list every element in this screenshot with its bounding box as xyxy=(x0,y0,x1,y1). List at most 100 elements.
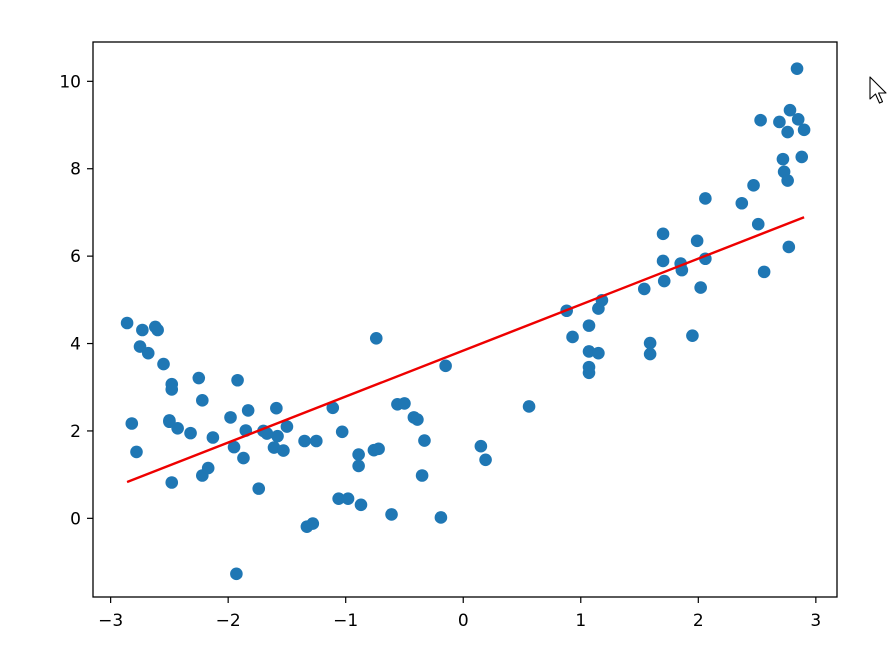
data-point-92 xyxy=(781,125,794,139)
data-point-4 xyxy=(136,323,149,337)
data-point-67 xyxy=(582,360,596,374)
data-point-14 xyxy=(171,422,184,435)
data-point-33 xyxy=(271,429,284,443)
y-tick-label: 6 xyxy=(70,247,81,267)
data-point-48 xyxy=(369,331,383,345)
data-point-19 xyxy=(201,461,215,475)
data-point-61 xyxy=(522,400,536,413)
data-point-1 xyxy=(125,417,139,430)
data-point-56 xyxy=(418,434,431,447)
x-tick-label: −3 xyxy=(98,611,123,631)
x-tick-label: 2 xyxy=(693,611,704,631)
data-point-35 xyxy=(280,420,294,433)
data-point-85 xyxy=(747,179,760,192)
x-tick-label: 3 xyxy=(810,611,821,631)
data-point-16 xyxy=(192,371,206,385)
plot-area xyxy=(120,62,811,581)
data-point-28 xyxy=(252,482,266,495)
data-point-81 xyxy=(694,281,707,294)
data-point-95 xyxy=(783,103,797,117)
data-point-27 xyxy=(241,404,255,417)
data-point-59 xyxy=(474,439,488,453)
data-point-44 xyxy=(352,448,365,461)
data-point-50 xyxy=(385,508,398,521)
data-point-79 xyxy=(686,329,699,342)
y-tick-label: 8 xyxy=(70,160,81,180)
data-point-38 xyxy=(306,517,320,530)
data-point-86 xyxy=(751,217,765,231)
data-point-98 xyxy=(795,150,809,164)
y-tick-label: 0 xyxy=(70,509,81,529)
data-point-84 xyxy=(735,196,749,210)
data-point-88 xyxy=(757,265,771,279)
data-point-72 xyxy=(643,336,657,350)
data-point-34 xyxy=(277,444,290,457)
y-axis: 0 2 4 6 8 10 xyxy=(59,72,93,529)
data-point-73 xyxy=(643,347,657,361)
y-tick-label: 2 xyxy=(70,422,81,442)
data-point-32 xyxy=(270,401,283,415)
data-point-93 xyxy=(781,174,794,187)
data-point-0 xyxy=(120,316,134,330)
data-point-89 xyxy=(773,115,786,129)
axes-frame xyxy=(92,41,838,598)
data-point-55 xyxy=(415,469,429,482)
data-point-15 xyxy=(184,426,197,440)
data-point-96 xyxy=(790,62,804,75)
data-point-76 xyxy=(657,274,671,288)
data-point-24 xyxy=(231,373,244,387)
data-point-5 xyxy=(141,346,155,360)
data-point-7 xyxy=(151,323,164,337)
data-point-39 xyxy=(310,434,323,448)
data-point-20 xyxy=(206,431,220,444)
data-point-49 xyxy=(372,442,385,456)
data-point-82 xyxy=(699,192,712,205)
data-point-2 xyxy=(130,445,143,459)
data-point-71 xyxy=(637,282,651,296)
data-point-94 xyxy=(782,240,796,254)
data-point-45 xyxy=(352,459,365,473)
regression-line xyxy=(126,216,805,484)
data-point-12 xyxy=(165,383,179,396)
data-point-17 xyxy=(196,394,209,407)
data-point-25 xyxy=(237,451,250,465)
data-point-40 xyxy=(326,401,340,415)
data-point-52 xyxy=(398,397,411,410)
data-point-42 xyxy=(335,425,349,439)
data-point-87 xyxy=(754,113,767,127)
x-axis: −3 −2 −1 0 1 2 3 xyxy=(98,597,821,631)
data-point-54 xyxy=(411,413,424,426)
data-point-22 xyxy=(227,440,241,454)
data-point-60 xyxy=(479,453,492,467)
data-point-69 xyxy=(592,346,605,360)
data-point-64 xyxy=(582,319,596,332)
data-point-80 xyxy=(690,234,704,248)
data-point-43 xyxy=(341,492,355,505)
y-tick-label: 10 xyxy=(59,72,81,92)
x-tick-label: 0 xyxy=(458,611,469,631)
data-point-97 xyxy=(791,113,805,126)
data-point-57 xyxy=(434,511,448,524)
arrow-cursor-icon xyxy=(869,76,887,104)
x-tick-label: 1 xyxy=(575,611,586,631)
data-point-13 xyxy=(165,476,179,489)
data-point-58 xyxy=(439,359,452,373)
data-point-30 xyxy=(260,427,274,440)
data-point-21 xyxy=(224,411,237,424)
data-point-75 xyxy=(656,254,670,268)
data-point-8 xyxy=(157,357,170,371)
data-point-63 xyxy=(566,330,579,344)
data-point-46 xyxy=(354,498,368,512)
data-point-65 xyxy=(582,345,596,358)
x-tick-label: −1 xyxy=(333,611,358,631)
data-point-99 xyxy=(797,123,811,137)
data-point-36 xyxy=(298,434,311,448)
data-point-23 xyxy=(230,567,243,581)
data-point-74 xyxy=(656,227,670,241)
y-tick-label: 4 xyxy=(70,335,81,355)
x-tick-label: −2 xyxy=(216,611,241,631)
data-point-41 xyxy=(332,492,345,505)
data-point-90 xyxy=(776,152,790,166)
